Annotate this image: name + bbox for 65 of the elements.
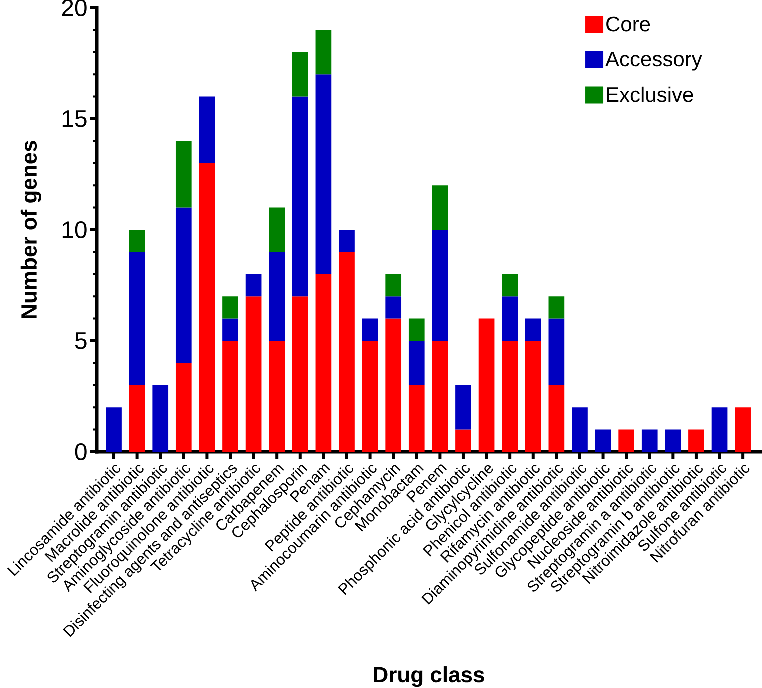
bar [432, 341, 448, 452]
bar [408, 385, 425, 452]
bar [712, 408, 728, 452]
bar [386, 274, 402, 297]
bar [199, 96, 216, 164]
bar [735, 408, 751, 452]
legend-label: Core [606, 16, 650, 32]
bar [548, 318, 565, 386]
bar [688, 430, 704, 452]
bar [502, 341, 518, 452]
bar [432, 186, 448, 230]
bar [595, 430, 612, 452]
bar [502, 274, 518, 297]
y-tick-label: 10 [62, 221, 87, 238]
bar [129, 252, 146, 386]
bar [456, 430, 472, 452]
bar [386, 318, 402, 452]
y-tick-label: 5 [75, 332, 87, 350]
bar [548, 385, 565, 452]
bar [222, 296, 238, 319]
bar [106, 408, 122, 452]
bar [408, 341, 425, 386]
bar [199, 163, 216, 452]
bar [362, 318, 378, 341]
bar [222, 318, 238, 341]
bar [316, 30, 332, 75]
bar [129, 230, 146, 252]
bar [642, 430, 658, 452]
bar [339, 252, 355, 452]
bar [478, 318, 495, 452]
bar [152, 385, 169, 452]
bar [269, 341, 286, 452]
bar [269, 252, 286, 341]
bar [129, 385, 146, 452]
bar [362, 341, 378, 452]
bar [176, 208, 192, 364]
bar [292, 96, 308, 297]
bar [572, 408, 588, 452]
bar [222, 341, 238, 452]
legend-label: Accessory [606, 52, 702, 71]
y-axis-title: Number of genes [20, 141, 42, 318]
bar [292, 52, 308, 97]
bar [269, 208, 286, 252]
bar [246, 296, 262, 452]
bar [176, 141, 192, 208]
bar [176, 363, 192, 452]
bar [432, 230, 448, 341]
bar [339, 230, 355, 252]
bar [292, 296, 308, 452]
bar [408, 318, 425, 341]
bar [386, 296, 402, 319]
bar [618, 430, 634, 452]
bar [316, 74, 332, 274]
bar [246, 274, 262, 297]
bar [456, 385, 472, 430]
bar [665, 430, 682, 452]
bar [316, 274, 332, 452]
bar [525, 341, 542, 452]
legend-label: Exclusive [607, 86, 694, 102]
bar [525, 318, 542, 341]
bar [502, 296, 518, 341]
y-tick-label: 0 [75, 443, 87, 460]
bar [548, 296, 565, 319]
y-tick-label: 15 [62, 110, 87, 128]
x-axis-title: Drug class [374, 666, 484, 688]
